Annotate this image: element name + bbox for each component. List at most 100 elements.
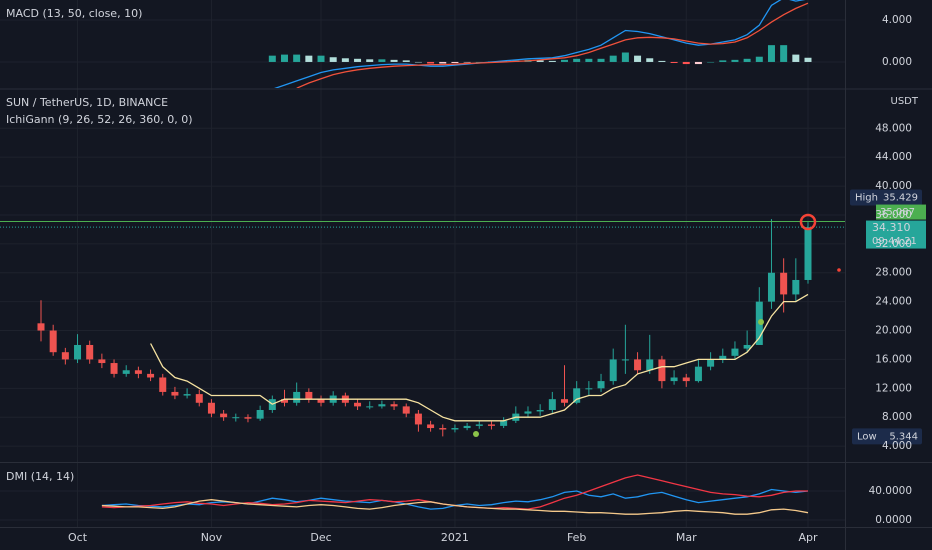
candle-body	[220, 413, 228, 418]
candle-body	[609, 359, 617, 382]
histogram-bar	[597, 58, 605, 62]
y-tick-label: 20.000	[875, 325, 912, 337]
candle-body	[354, 402, 362, 407]
histogram-bar	[427, 61, 435, 64]
y-tick-label: 12.000	[875, 382, 912, 394]
histogram-bar	[682, 61, 690, 65]
candle-body	[621, 359, 629, 361]
histogram-bar	[707, 61, 715, 63]
histogram-bar	[475, 61, 483, 63]
histogram-bar	[743, 58, 751, 62]
candle-body	[682, 377, 690, 382]
candle-body	[122, 370, 130, 374]
high-label-box	[850, 189, 922, 206]
time-label: Apr	[798, 531, 818, 544]
histogram-bar	[378, 59, 386, 62]
price-line-label: 35.087	[880, 207, 915, 218]
candle-body	[561, 399, 569, 403]
dmi-pane	[101, 474, 809, 515]
candle-body	[439, 428, 447, 430]
histogram-bar	[767, 45, 775, 62]
histogram-bar	[317, 55, 325, 62]
candle-body	[244, 417, 252, 419]
candle-body	[207, 402, 215, 414]
candle-body	[743, 344, 751, 349]
candle-body	[536, 409, 544, 412]
candle-body	[463, 425, 471, 429]
candle-body	[183, 394, 191, 396]
candle-body	[232, 417, 240, 419]
candle-body	[195, 394, 203, 403]
candle-body	[719, 355, 727, 360]
signal-dot	[758, 319, 764, 325]
candle-body	[305, 391, 313, 400]
histogram-bar	[634, 55, 642, 62]
candle-body	[171, 391, 179, 396]
time-label: Nov	[201, 531, 223, 544]
candle-body	[646, 359, 654, 371]
y-tick-label: 24.000	[875, 296, 912, 308]
macd-line	[296, 2, 809, 88]
histogram-bar	[268, 55, 276, 62]
low-label-box	[852, 428, 922, 445]
alert-marker[interactable]	[799, 213, 817, 231]
symbol-title: SUN / TetherUS, 1D, BINANCE	[6, 96, 168, 109]
time-label: Oct	[68, 531, 88, 544]
candle-body	[585, 388, 593, 390]
y-tick-label: 0.000	[882, 56, 912, 68]
y-tick-label: 40.0000	[869, 485, 912, 497]
histogram-bar	[646, 58, 654, 62]
histogram-bar	[755, 56, 763, 62]
y-tick-label: 28.000	[875, 267, 912, 279]
candle-body	[256, 409, 264, 419]
histogram-bar	[451, 61, 459, 64]
candle-body	[731, 348, 739, 356]
y-tick-label: 4.000	[882, 440, 912, 452]
y-tick-label: 32.000	[875, 238, 912, 250]
histogram-bar	[670, 61, 678, 64]
candle-body	[500, 420, 508, 426]
price-pane	[0, 219, 845, 437]
histogram-bar	[694, 61, 702, 65]
histogram-bar	[731, 59, 739, 62]
y-tick-label: 0.0000	[875, 514, 912, 526]
candle-body	[317, 399, 325, 403]
macd-title: MACD (13, 50, close, 10)	[6, 7, 142, 20]
countdown: 09:44:21	[872, 236, 917, 247]
y-tick-label: 8.000	[882, 411, 912, 423]
candle-body	[670, 377, 678, 382]
histogram-bar	[792, 54, 800, 62]
histogram-bar	[573, 58, 581, 62]
dmi-title: DMI (14, 14)	[6, 470, 74, 483]
candle-body	[573, 388, 581, 403]
time-label: Feb	[567, 531, 586, 544]
candle-body	[767, 272, 775, 302]
y-tick-label: 44.000	[875, 151, 912, 163]
candle-body	[378, 404, 386, 407]
candle-body	[280, 399, 288, 403]
candle-body	[707, 359, 715, 367]
histogram-bar	[305, 55, 313, 62]
candle-body	[37, 323, 45, 331]
y-tick-label: 36.000	[875, 209, 912, 221]
candle-body	[414, 413, 422, 425]
histogram-bar	[719, 60, 727, 62]
histogram-bar	[585, 58, 593, 62]
time-label: 2021	[441, 531, 469, 544]
low-label: Low	[857, 431, 877, 442]
histogram-bar	[548, 60, 556, 62]
candle-body	[61, 352, 69, 360]
candle-body	[475, 424, 483, 426]
macd-pane	[268, 0, 812, 88]
candle-body	[86, 344, 94, 360]
ichigann-line	[150, 293, 809, 422]
time-label: Dec	[310, 531, 331, 544]
low-value: 5.344	[889, 431, 918, 442]
currency: USDT	[891, 96, 919, 107]
candle-body	[366, 406, 374, 408]
high-value: 35.429	[883, 193, 918, 204]
candle-body	[804, 227, 812, 280]
histogram-bar	[439, 61, 447, 64]
histogram-bar	[463, 61, 471, 63]
